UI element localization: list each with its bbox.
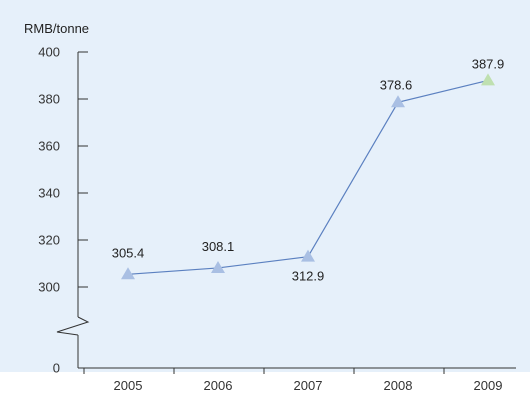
- x-tick-label: 2006: [204, 378, 233, 393]
- x-ticks-group: 2005 2006 2007 2008 2009: [83, 368, 503, 393]
- y-axis-title: RMB/tonne: [24, 21, 89, 36]
- data-label: 305.4: [112, 245, 145, 260]
- data-label: 308.1: [202, 239, 235, 254]
- y-tick-label: 320: [38, 233, 60, 248]
- data-point-marker: [211, 260, 225, 273]
- data-label: 312.9: [292, 269, 325, 284]
- data-point-marker: [391, 95, 405, 108]
- y-tick-label: 360: [38, 139, 60, 154]
- data-point-marker: [481, 73, 495, 86]
- x-tick-label: 2008: [384, 378, 413, 393]
- x-tick-label: 2007: [294, 378, 323, 393]
- y-tick-label: 340: [38, 186, 60, 201]
- y-tick-label: 400: [38, 45, 60, 60]
- y-tick-label: 380: [38, 92, 60, 107]
- data-label: 387.9: [472, 56, 505, 71]
- data-point-marker: [301, 249, 315, 262]
- plot-background: [0, 0, 530, 372]
- data-point-marker: [121, 267, 135, 280]
- x-tick-label: 2009: [474, 378, 503, 393]
- series-group: [121, 73, 495, 280]
- data-labels-group: 305.4 308.1 312.9 378.6 387.9: [112, 56, 505, 283]
- x-tick-label: 2005: [114, 378, 143, 393]
- data-label: 378.6: [380, 77, 413, 92]
- y-tick-label: 300: [38, 280, 60, 295]
- y-ticks-group: 0 300 320 340 360 380 400: [38, 45, 88, 376]
- y-tick-label: 0: [53, 361, 60, 376]
- axis-break-mark: [56, 316, 90, 336]
